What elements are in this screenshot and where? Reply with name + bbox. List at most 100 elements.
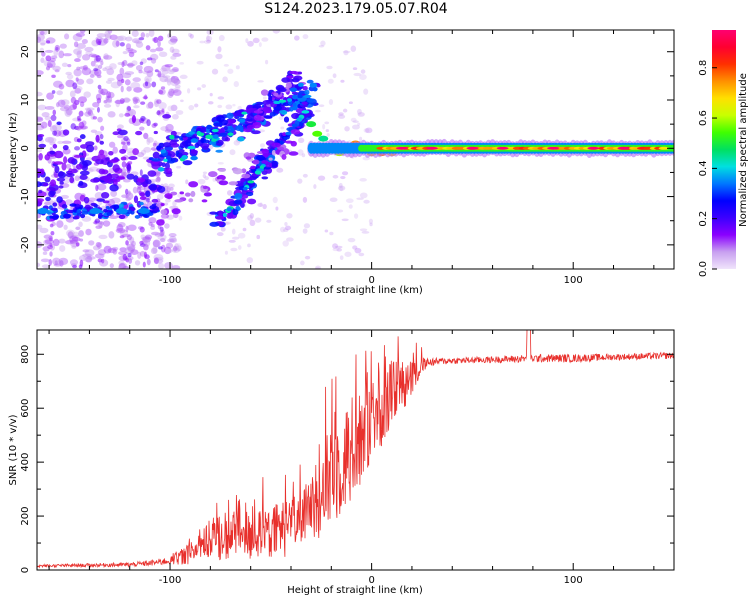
heatmap-cell: [126, 63, 136, 67]
heatmap-cell: [107, 91, 115, 99]
heatmap-cell: [46, 60, 56, 68]
heatmap-cell: [119, 98, 125, 104]
heatmap-cell: [301, 110, 310, 114]
heatmap-cell: [111, 246, 119, 251]
heatmap-cell: [162, 114, 172, 119]
heatmap-cell: [197, 87, 202, 91]
heatmap-cell: [365, 127, 373, 134]
heatmap-cell: [53, 161, 64, 165]
heatmap-cell: [145, 33, 150, 38]
heatmap-cell: [124, 79, 131, 86]
y-tick-label: 200: [20, 507, 31, 526]
heatmap-cell: [228, 118, 236, 124]
heatmap-cell: [146, 137, 151, 146]
heatmap-cell: [71, 245, 77, 249]
heatmap-cell: [190, 149, 198, 154]
heatmap-cell: [174, 87, 181, 91]
heatmap-cell: [245, 156, 252, 160]
heatmap-cell: [140, 32, 146, 39]
heatmap-cell: [341, 171, 349, 176]
heatmap-cell: [215, 149, 223, 153]
heatmap-cell: [79, 170, 90, 176]
heatmap-cell: [81, 210, 90, 215]
heatmap-cell: [273, 92, 279, 97]
heatmap-cell: [271, 142, 281, 148]
heatmap-cell: [102, 200, 110, 204]
heatmap-cell: [164, 77, 174, 83]
heatmap-cell: [96, 183, 107, 191]
heatmap-cell: [60, 99, 70, 106]
snr-y-ticks: 0 200 400 600 800: [20, 345, 674, 573]
heatmap-cell: [163, 246, 172, 255]
heatmap-cell: [150, 223, 155, 228]
heatmap-cell: [177, 80, 182, 85]
heatmap-cell: [63, 156, 68, 164]
heatmap-cell: [160, 202, 165, 207]
heatmap-cell: [85, 141, 95, 147]
heatmap-cell: [132, 77, 141, 83]
heatmap-cell: [132, 186, 138, 194]
heatmap-cell: [127, 49, 137, 54]
heatmap-cell: [76, 209, 81, 214]
heatmap-cell: [327, 78, 334, 84]
heatmap-cell: [109, 63, 117, 70]
heatmap-cell: [133, 195, 139, 204]
heatmap-cell: [167, 238, 175, 243]
heatmap-cell: [270, 160, 278, 168]
heatmap-cell: [107, 30, 113, 34]
heatmap-cell: [41, 264, 51, 269]
heatmap-cell: [188, 32, 192, 37]
heatmap-cell: [124, 71, 135, 76]
heatmap-cell: [322, 123, 326, 130]
heatmap-cell: [143, 146, 152, 153]
heatmap-cell: [49, 237, 53, 242]
heatmap-cell: [134, 99, 141, 104]
heatmap-cell: [59, 260, 64, 267]
heatmap-cell: [197, 178, 206, 185]
heatmap-cell: [54, 165, 60, 174]
heatmap-cell: [338, 114, 346, 119]
snr-y-axis-label: SNR (10 * v/v): [8, 414, 19, 485]
heatmap-cell: [275, 206, 279, 211]
heatmap-cell: [160, 209, 168, 215]
heatmap-cell: [37, 36, 42, 43]
heatmap-cell: [131, 60, 138, 66]
heatmap-cell: [58, 238, 66, 244]
heatmap-cell: [132, 96, 140, 102]
heatmap-cell: [110, 189, 118, 198]
heatmap-cell: [159, 75, 169, 83]
heatmap-cell: [329, 231, 334, 236]
heatmap-cell: [123, 178, 131, 183]
heatmap-cell: [51, 90, 56, 94]
heatmap-cell: [100, 125, 105, 131]
heatmap-cell: [315, 83, 321, 88]
heatmap-cell: [285, 131, 292, 136]
heatmap-cell: [120, 156, 127, 161]
heatmap-cell: [297, 82, 304, 87]
heatmap-cell: [44, 176, 51, 183]
heatmap-cell: [313, 184, 317, 189]
heatmap-cell: [161, 69, 169, 75]
heatmap-cell: [109, 263, 114, 269]
heatmap-cell: [74, 146, 81, 151]
heatmap-cell: [127, 224, 137, 231]
heatmap-cell: [95, 38, 100, 45]
heatmap-cell: [291, 123, 298, 128]
heatmap-cell: [97, 153, 106, 160]
heatmap-cell: [338, 112, 344, 116]
heatmap-cell: [118, 113, 124, 118]
heatmap-cell: [348, 101, 353, 105]
heatmap-cell: [119, 262, 127, 269]
heatmap-cell: [247, 198, 257, 205]
heatmap-cell: [66, 74, 74, 80]
heatmap-cell: [88, 197, 97, 202]
heatmap-cell: [359, 177, 367, 182]
y-tick-label: 800: [20, 345, 31, 364]
heatmap-cell: [139, 126, 145, 131]
heatmap-cell: [37, 168, 44, 175]
heatmap-cell: [170, 75, 179, 84]
heatmap-cell: [133, 105, 140, 109]
heatmap-cell: [64, 108, 72, 117]
heatmap-cell: [74, 88, 82, 94]
heatmap-cell: [40, 258, 50, 263]
